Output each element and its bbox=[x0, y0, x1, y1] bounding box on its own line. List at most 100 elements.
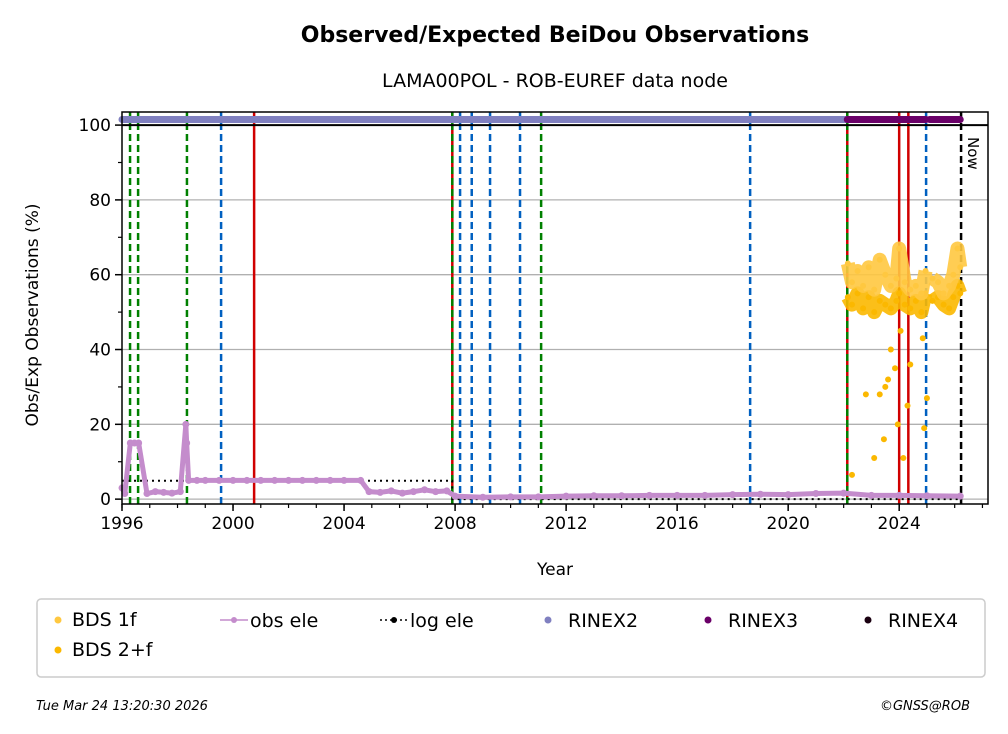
bds-2f-point bbox=[871, 454, 878, 461]
obs-ele-point bbox=[956, 492, 964, 500]
now-label: Now bbox=[964, 137, 982, 170]
legend-obs-ele-marker bbox=[231, 617, 237, 623]
legend-box bbox=[36, 598, 986, 678]
bds-1f-point bbox=[848, 279, 855, 286]
obs-ele-point bbox=[183, 439, 191, 447]
bds-1f-point bbox=[901, 279, 908, 286]
bds-2f-point bbox=[907, 305, 914, 312]
bds-2f-point bbox=[865, 294, 872, 301]
obs-ele-point bbox=[590, 492, 598, 500]
obs-ele-point bbox=[507, 493, 515, 501]
bds-1f-point bbox=[957, 264, 964, 271]
bds-2f-point bbox=[887, 305, 894, 312]
obs-ele-point bbox=[298, 476, 306, 484]
legend-rinex4-label: RINEX4 bbox=[888, 610, 958, 632]
footer-timestamp: Tue Mar 24 13:20:30 2026 bbox=[36, 699, 208, 714]
bds-1f-point bbox=[876, 256, 883, 263]
obs-ele-point bbox=[326, 476, 334, 484]
bds-1f-point bbox=[854, 267, 861, 274]
bds-1f-point bbox=[907, 286, 914, 293]
bds-1f-point bbox=[893, 275, 900, 282]
obs-ele-point bbox=[135, 439, 143, 447]
plot-frame bbox=[121, 111, 989, 505]
obs-ele-point bbox=[618, 492, 626, 500]
obs-ele-point bbox=[562, 492, 570, 500]
legend-rinex3-marker bbox=[704, 616, 712, 624]
bds-2f-point bbox=[904, 402, 911, 409]
bds-2f-point bbox=[876, 391, 883, 398]
obs-ele-point bbox=[229, 476, 237, 484]
obs-ele-point bbox=[376, 488, 384, 496]
bds-1f-point bbox=[929, 275, 936, 282]
legend-bds-1f-marker bbox=[54, 616, 62, 624]
legend-rinex4-marker bbox=[864, 616, 872, 624]
legend-rinex3-label: RINEX3 bbox=[728, 610, 798, 632]
x-axis-label: Year bbox=[536, 560, 573, 580]
bds-1f-point bbox=[887, 282, 894, 289]
obs-ele-point bbox=[257, 476, 265, 484]
obs-ele-point bbox=[185, 476, 193, 484]
obs-ele-point bbox=[398, 489, 406, 497]
x-tick-label: 2016 bbox=[655, 514, 698, 534]
bds-1f-point bbox=[871, 286, 878, 293]
obs-ele-point bbox=[243, 476, 251, 484]
bds-1f-point bbox=[918, 290, 925, 297]
bds-2f-point bbox=[894, 421, 901, 428]
obs-ele-point bbox=[479, 493, 487, 501]
obs-ele-point bbox=[168, 489, 176, 497]
x-tick-label: 2020 bbox=[767, 514, 810, 534]
legend-bds-1f-label: BDS 1f bbox=[72, 609, 138, 631]
bds-2f-point bbox=[892, 365, 899, 372]
bds-2f-point bbox=[957, 290, 964, 297]
x-tick-label: 2008 bbox=[433, 514, 476, 534]
bds-2f-point bbox=[882, 301, 889, 308]
bds-1f-point bbox=[935, 279, 942, 286]
obs-ele-point bbox=[784, 491, 792, 499]
obs-ele-point bbox=[143, 490, 151, 498]
obs-ele-point bbox=[923, 492, 931, 500]
obs-ele-point bbox=[812, 490, 820, 498]
y-tick-label: 60 bbox=[89, 266, 111, 286]
y-tick-label: 100 bbox=[79, 116, 111, 136]
obs-ele-point bbox=[182, 420, 190, 428]
chart-title: Observed/Expected BeiDou Observations bbox=[301, 23, 810, 48]
obs-ele-point bbox=[451, 492, 459, 500]
obs-ele-point bbox=[193, 476, 201, 484]
x-tick-label: 2024 bbox=[878, 514, 921, 534]
obs-ele-point bbox=[645, 491, 653, 499]
obs-ele-point bbox=[365, 488, 373, 496]
obs-ele-point bbox=[160, 488, 168, 496]
bds-2f-point bbox=[862, 391, 869, 398]
obs-ele-point bbox=[421, 486, 429, 494]
bds-2f-point bbox=[940, 301, 947, 308]
y-tick-label: 40 bbox=[89, 341, 111, 361]
bds-2f-point bbox=[848, 301, 855, 308]
obs-ele-point bbox=[340, 476, 348, 484]
bds-2f-point bbox=[848, 471, 855, 478]
obs-ele-point bbox=[312, 476, 320, 484]
x-tick-label: 2012 bbox=[544, 514, 587, 534]
y-tick-label: 0 bbox=[100, 490, 111, 510]
bds-2f-point bbox=[844, 294, 851, 301]
legend-rinex2-marker bbox=[544, 616, 552, 624]
obs-ele-point bbox=[151, 488, 159, 496]
bds-1f-point bbox=[865, 264, 872, 271]
bds-2f-point bbox=[897, 327, 904, 334]
x-tick-label: 1996 bbox=[100, 514, 143, 534]
obs-ele-point bbox=[534, 493, 542, 501]
obs-ele-point bbox=[443, 487, 451, 495]
bds-2f-point bbox=[907, 361, 914, 368]
bds-2f-point bbox=[860, 305, 867, 312]
obs-ele-point bbox=[215, 476, 223, 484]
bds-1f-point bbox=[954, 245, 961, 252]
legend-bds-2-f-label: BDS 2+f bbox=[72, 639, 154, 661]
bds-1f-point bbox=[912, 282, 919, 289]
y-tick-label: 80 bbox=[89, 191, 111, 211]
series-bds-2f-band bbox=[841, 286, 933, 320]
y-axis-label: Obs/Exp Observations (%) bbox=[23, 204, 43, 427]
obs-ele-point bbox=[357, 476, 365, 484]
obs-ele-point bbox=[201, 476, 209, 484]
legend-log-ele-marker bbox=[391, 617, 397, 623]
bds-2f-point bbox=[900, 454, 907, 461]
